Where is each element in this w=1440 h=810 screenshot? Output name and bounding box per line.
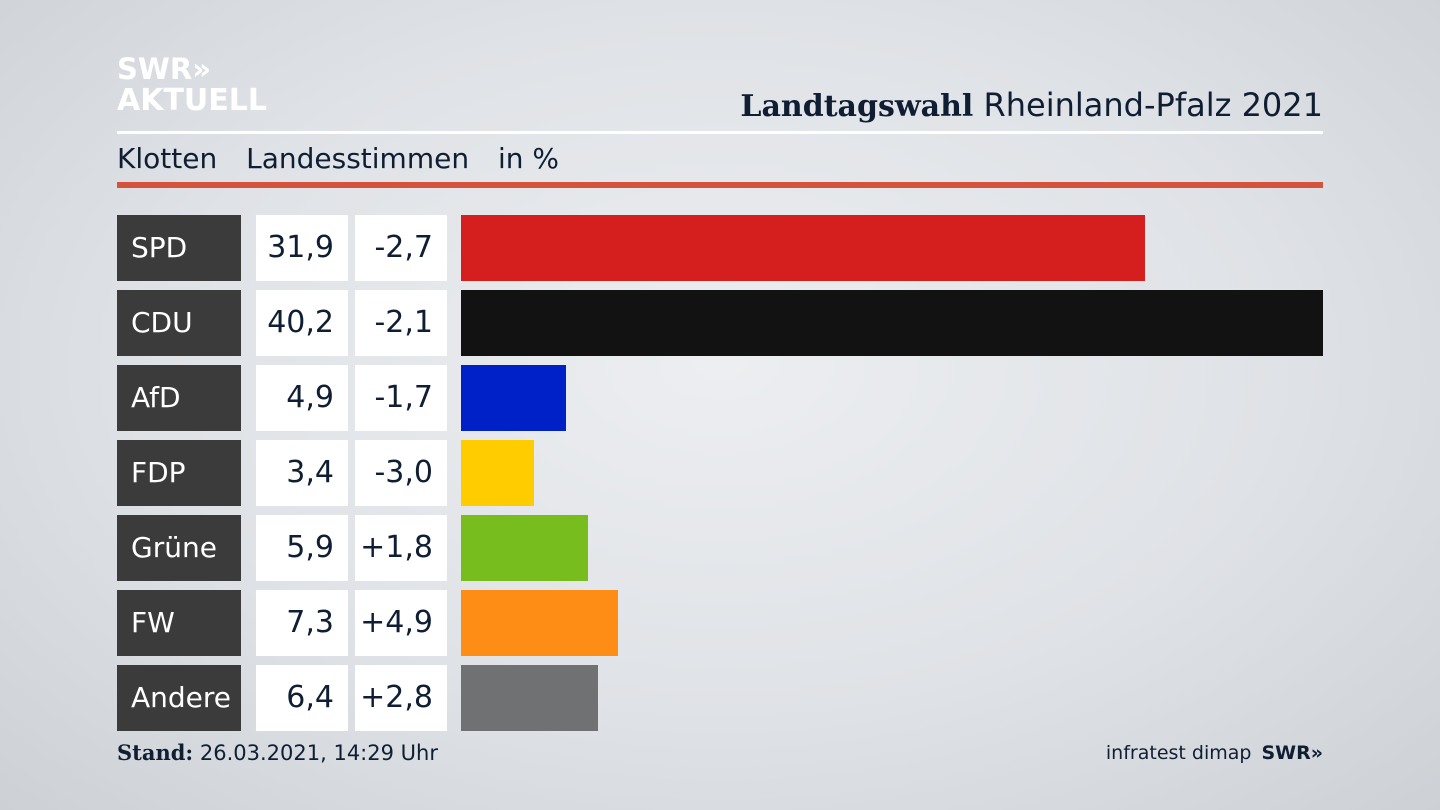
chart-row: AfD 4,9 -1,7 — [117, 365, 1323, 431]
title-rest: Rheinland-Pfalz 2021 — [983, 86, 1323, 124]
bar — [461, 515, 588, 581]
party-label: FDP — [117, 440, 241, 506]
bar — [461, 365, 566, 431]
logo-aktuell: AKTUELL — [117, 83, 268, 118]
value-label: 3,4 — [256, 440, 348, 506]
timestamp: Stand: 26.03.2021, 14:29 Uhr — [117, 740, 438, 765]
accent-divider — [117, 182, 1323, 188]
party-label: FW — [117, 590, 241, 656]
value-label: 40,2 — [256, 290, 348, 356]
swr-brand: SWR» — [1261, 742, 1323, 764]
logo-chevrons: » — [192, 52, 211, 86]
party-label: SPD — [117, 215, 241, 281]
chart-row: Grüne 5,9 +1,8 — [117, 515, 1323, 581]
diff-label: -2,7 — [355, 215, 447, 281]
value-label: 31,9 — [256, 215, 348, 281]
swr-aktuell-logo: SWR» AKTUELL — [117, 55, 267, 116]
header-divider — [117, 131, 1323, 134]
party-label: CDU — [117, 290, 241, 356]
stand-value: 26.03.2021, 14:29 Uhr — [199, 741, 438, 765]
party-label: Andere — [117, 665, 241, 731]
diff-label: +1,8 — [355, 515, 447, 581]
place-name: Klotten — [117, 142, 218, 175]
chart-row: FDP 3,4 -3,0 — [117, 440, 1323, 506]
diff-label: +2,8 — [355, 665, 447, 731]
value-label: 7,3 — [256, 590, 348, 656]
party-label: AfD — [117, 365, 241, 431]
value-label: 4,9 — [256, 365, 348, 431]
page-title: Landtagswahl Rheinland-Pfalz 2021 — [740, 86, 1323, 124]
bar — [461, 665, 598, 731]
bar — [461, 215, 1145, 281]
party-label: Grüne — [117, 515, 241, 581]
bar — [461, 290, 1323, 356]
chart-row: SPD 31,9 -2,7 — [117, 215, 1323, 281]
title-bold: Landtagswahl — [740, 89, 974, 124]
value-label: 6,4 — [256, 665, 348, 731]
diff-label: -2,1 — [355, 290, 447, 356]
source-credit: infratest dimap SWR» — [1106, 742, 1323, 764]
logo-swr: SWR — [117, 52, 193, 86]
chart-row: Andere 6,4 +2,8 — [117, 665, 1323, 731]
unit-label: in % — [497, 142, 560, 175]
diff-label: -3,0 — [355, 440, 447, 506]
bar — [461, 590, 618, 656]
diff-label: -1,7 — [355, 365, 447, 431]
stand-label: Stand: — [117, 740, 194, 765]
source-name: infratest dimap — [1105, 742, 1252, 764]
subheading: Klotten Landesstimmen in % — [117, 142, 579, 175]
bar — [461, 440, 534, 506]
vote-type: Landesstimmen — [246, 142, 470, 175]
chart-row: CDU 40,2 -2,1 — [117, 290, 1323, 356]
value-label: 5,9 — [256, 515, 348, 581]
chart-row: FW 7,3 +4,9 — [117, 590, 1323, 656]
diff-label: +4,9 — [355, 590, 447, 656]
